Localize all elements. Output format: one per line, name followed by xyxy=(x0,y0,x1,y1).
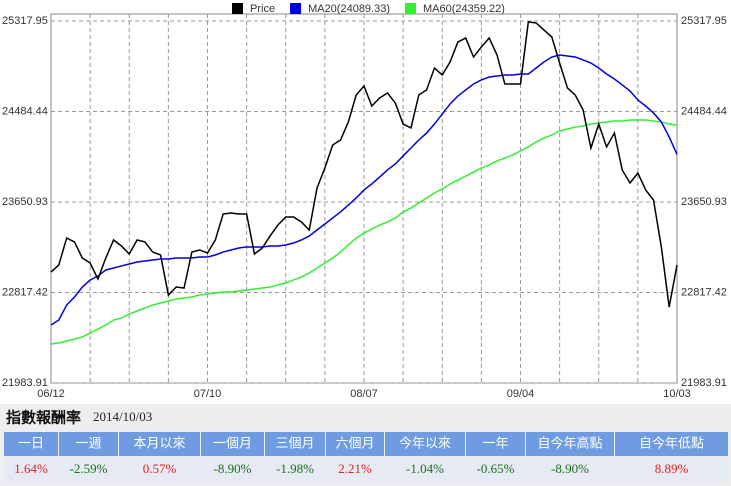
header-label: 一個月 xyxy=(213,435,252,450)
legend-swatch xyxy=(290,3,302,14)
header-cell xyxy=(326,432,384,456)
value-label: -1.04% xyxy=(406,461,444,476)
value-cell xyxy=(265,457,325,483)
series-line xyxy=(50,119,678,345)
y-tick-label: 23650.93 xyxy=(2,196,48,208)
header-label: 六個月 xyxy=(335,435,374,450)
value-cell xyxy=(385,457,465,483)
value-label: -1.98% xyxy=(276,461,314,476)
y2-tick-label: 24484.44 xyxy=(681,105,727,117)
header-label: 自今年高點 xyxy=(537,435,602,450)
value-label: 2.21% xyxy=(338,461,372,476)
header-cell xyxy=(615,432,728,456)
value-cell xyxy=(466,457,525,483)
header-cell xyxy=(201,432,264,456)
y-tick-label: 22817.42 xyxy=(2,286,48,298)
header-label: 一週 xyxy=(75,435,101,450)
y-tick-label: 21983.91 xyxy=(2,377,48,389)
value-label: -0.65% xyxy=(477,461,515,476)
header-cell xyxy=(526,432,614,456)
header-cell xyxy=(119,432,200,456)
header-cell xyxy=(265,432,325,456)
value-cell xyxy=(59,457,118,483)
value-label: 8.89% xyxy=(655,461,689,476)
x-tick-label: 06/12 xyxy=(37,388,65,400)
value-label: -8.90% xyxy=(551,461,589,476)
header-cell xyxy=(385,432,465,456)
legend-swatch xyxy=(232,3,243,14)
x-tick-label: 08/07 xyxy=(350,388,378,400)
header-cell xyxy=(466,432,525,456)
value-cell xyxy=(4,457,58,483)
value-cell xyxy=(326,457,384,483)
header-label: 一日 xyxy=(18,435,44,450)
header-label: 本月以來 xyxy=(133,435,185,450)
legend-label: MA20(24089.33) xyxy=(308,3,390,15)
value-label: 0.57% xyxy=(143,461,177,476)
header-label: 三個月 xyxy=(275,435,314,450)
y2-tick-label: 23650.93 xyxy=(681,196,727,208)
legend-label: MA60(24359.22) xyxy=(423,3,505,15)
value-cell xyxy=(615,457,728,483)
series-line xyxy=(50,54,678,326)
value-label: -8.90% xyxy=(214,461,252,476)
y-tick-label: 25317.95 xyxy=(2,15,48,27)
legend-label: Price xyxy=(250,3,275,15)
value-cell xyxy=(526,457,614,483)
x-tick-label: 07/10 xyxy=(194,388,222,400)
x-tick-label: 10/03 xyxy=(663,388,691,400)
value-cell xyxy=(119,457,200,483)
x-tick-label: 09/04 xyxy=(507,388,535,400)
value-label: -2.59% xyxy=(70,461,108,476)
y2-tick-label: 21983.91 xyxy=(681,377,727,389)
value-label: 1.64% xyxy=(14,461,48,476)
y2-tick-label: 25317.95 xyxy=(681,15,727,27)
series-line xyxy=(50,21,678,308)
header-label: 自今年低點 xyxy=(639,435,704,450)
header-label: 一年 xyxy=(482,435,508,450)
header-cell xyxy=(59,432,118,456)
value-cell xyxy=(201,457,264,483)
header-cell xyxy=(4,432,58,456)
y-tick-label: 24484.44 xyxy=(2,105,48,117)
table-date: 2014/10/03 xyxy=(93,409,152,424)
y2-tick-label: 22817.42 xyxy=(681,286,727,298)
table-title: 指數報酬率 xyxy=(6,409,81,427)
legend-swatch xyxy=(405,3,417,14)
header-label: 今年以來 xyxy=(399,435,451,450)
